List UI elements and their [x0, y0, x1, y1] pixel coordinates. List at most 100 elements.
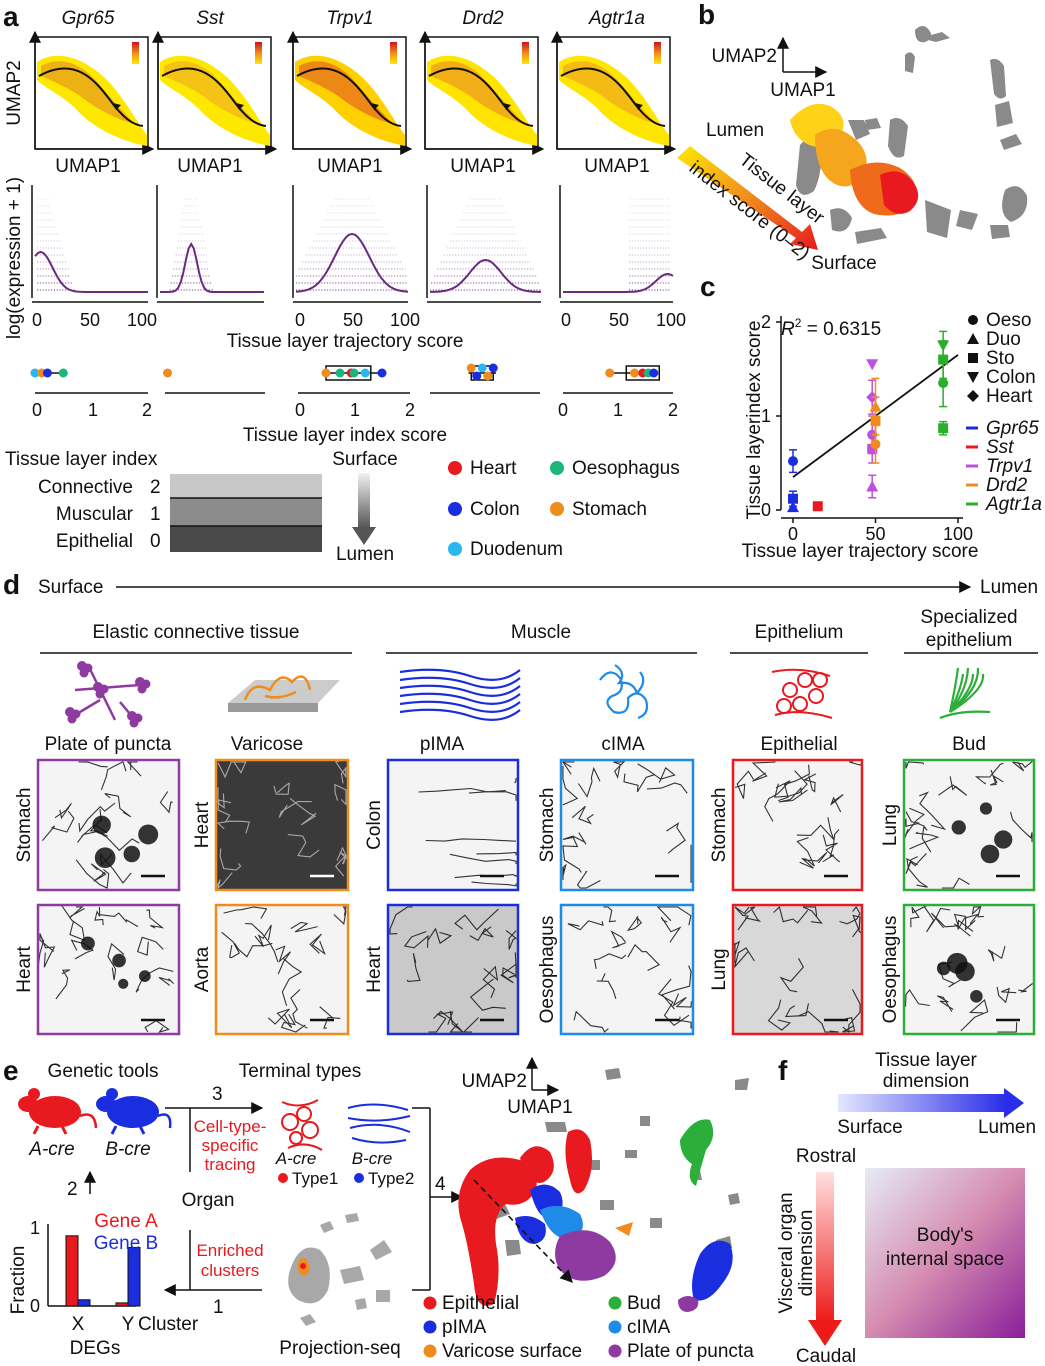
micrograph-varicose: Heart — [192, 758, 350, 892]
legend-label-colon: Colon — [470, 499, 520, 520]
tick-label: 2 — [668, 400, 678, 420]
tick-label: 0 — [295, 310, 305, 330]
c-legend-gene: Sst — [986, 437, 1014, 458]
trajectory-arrow — [473, 1179, 573, 1283]
genetic-tools-label: Genetic tools — [48, 1061, 159, 1082]
mouse-b-icon — [96, 1088, 172, 1135]
organ-point — [649, 368, 659, 378]
organ-point — [472, 371, 482, 381]
grey-cluster — [376, 1290, 390, 1302]
legend-swatch — [608, 1320, 622, 1334]
umap-high-expression — [563, 61, 657, 124]
grey-cluster — [995, 101, 1013, 127]
nerve-fibers — [904, 760, 1033, 889]
legend-label-heart: Heart — [470, 458, 517, 479]
trajectory-arrowhead — [503, 103, 511, 110]
layer-name: Epithelial — [56, 531, 133, 552]
nerve-fibers — [389, 906, 518, 1033]
micrograph-background — [561, 905, 693, 1034]
c-legend-gene: Drd2 — [986, 475, 1028, 496]
colorbar — [522, 42, 529, 64]
c-point-agtr1a — [938, 378, 949, 389]
layer-name: Muscular — [56, 504, 134, 525]
micrograph-frame — [559, 903, 695, 1036]
body-space-square — [865, 1168, 1025, 1338]
puncta — [67, 714, 77, 724]
panel-label-f: f — [778, 1055, 788, 1086]
bud-icon — [939, 667, 991, 720]
c-legend-organ: Oeso — [986, 310, 1031, 331]
organ-label: Heart — [14, 946, 35, 993]
c-legend-marker — [967, 333, 979, 344]
terminal-cluster — [955, 961, 975, 982]
grey-cluster — [590, 1160, 600, 1170]
gene-label-sst: Sst — [196, 8, 224, 29]
grey-cluster — [990, 225, 1010, 239]
grey-cluster — [855, 228, 887, 244]
expression-fit-curve — [430, 258, 541, 293]
umap1-label: UMAP1 — [584, 156, 649, 177]
epithelial-loop — [792, 696, 808, 712]
c-legend-gene: Trpv1 — [986, 456, 1033, 477]
umap1-label: UMAP1 — [770, 80, 835, 101]
terminal-cluster — [80, 936, 95, 951]
panel-label-c: c — [700, 271, 716, 302]
e-cluster-legend: Epithelial Bud pIMA cIMA Varicose surface Pla… — [423, 1293, 754, 1362]
plate-of-puncta-cluster — [555, 1230, 616, 1281]
legend-swatch-duodenum — [448, 542, 462, 556]
terminal-cluster — [112, 953, 126, 968]
c-x-tick-label: 0 — [788, 524, 798, 544]
deg-x-label: Y — [122, 1314, 135, 1335]
tissue-layer-umap — [790, 26, 1028, 244]
c-legend-organ: Heart — [986, 386, 1033, 407]
type-label-bud: Bud — [952, 734, 986, 755]
type-label-pima: pIMA — [420, 734, 465, 755]
colorbar — [132, 42, 139, 64]
terminal-cluster — [994, 830, 1013, 849]
tissue-layer-gradient-arrow — [677, 146, 818, 250]
fraction-axis-label: Fraction — [8, 1246, 29, 1315]
grey-cluster — [345, 1213, 359, 1223]
trajectory-curve — [428, 67, 534, 127]
pima-cluster — [515, 1216, 546, 1244]
f-lumen-label: Lumen — [978, 1117, 1036, 1138]
nerve-fibers — [904, 904, 1033, 1033]
group-elastic: Elastic connective tissue — [93, 622, 300, 643]
enriched-label: Enriched clusters — [196, 1241, 263, 1280]
umap-feature-1 — [152, 30, 278, 155]
tick-label: 100 — [656, 310, 686, 330]
umap-high-expression — [164, 61, 258, 124]
legend-label-oesophagus: Oesophagus — [572, 458, 680, 479]
micrograph-plate-of-puncta: Stomach — [14, 758, 181, 892]
micrograph-frame — [214, 758, 350, 892]
grey-cluster — [920, 32, 950, 42]
organ-point — [605, 368, 615, 378]
organ-point — [488, 363, 498, 373]
grey-cluster — [728, 1193, 740, 1205]
organ-point — [321, 368, 331, 378]
organ-point — [163, 368, 172, 378]
umap2-label: UMAP2 — [712, 46, 777, 67]
grey-cluster — [605, 1068, 621, 1080]
grey-cluster — [796, 137, 822, 195]
nerve-fibers — [418, 777, 517, 887]
deg-bar-gene-b — [127, 1247, 141, 1307]
c-x-tick-label: 50 — [865, 524, 885, 544]
puncta — [79, 668, 89, 678]
grey-cluster — [888, 118, 908, 158]
terminal-cluster — [118, 978, 129, 989]
deg-bar-gene-b — [77, 1299, 91, 1307]
puncta — [129, 718, 139, 728]
organ-point — [477, 363, 487, 373]
micrograph-bud: Oesophagus — [880, 903, 1036, 1036]
trajectory-arrowhead — [371, 103, 379, 110]
terminal-cluster — [94, 847, 116, 869]
panel-label-a: a — [3, 1, 19, 32]
umap-feature-plots — [29, 30, 677, 155]
grey-cluster — [905, 52, 915, 73]
micrograph-bud: Lung — [880, 758, 1036, 892]
c-point-trpv1 — [866, 359, 879, 371]
gene-label-agtr1a: Agtr1a — [588, 8, 645, 29]
micrograph-frame — [731, 758, 864, 892]
expression-fit-curve — [160, 242, 264, 293]
